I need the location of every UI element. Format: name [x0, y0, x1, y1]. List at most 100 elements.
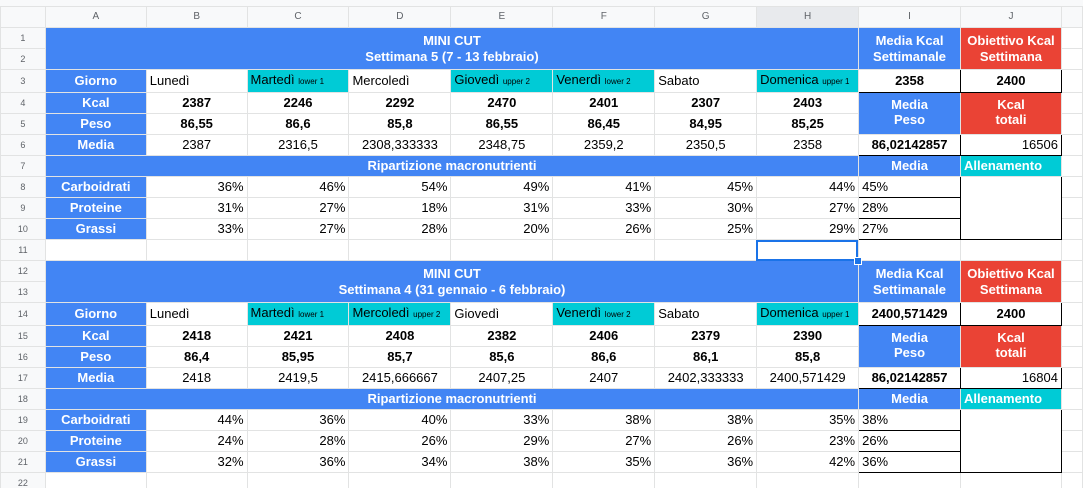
macro-percent[interactable]: 31% — [145, 197, 248, 219]
day-cell[interactable]: Giovedì upper 2 — [450, 69, 554, 93]
media-kcal-value[interactable]: 2358 — [858, 69, 961, 93]
cell[interactable] — [1060, 325, 1083, 347]
active-cell-selection[interactable] — [756, 240, 858, 261]
kcal-value[interactable]: 2406 — [552, 325, 656, 347]
day-cell[interactable]: Martedì lower 1 — [246, 69, 350, 93]
cell[interactable] — [1060, 451, 1083, 473]
macro-media-value[interactable]: 28% — [858, 197, 961, 219]
day-cell[interactable]: Lunedì — [145, 302, 248, 326]
macro-media-header[interactable]: Media — [858, 388, 961, 410]
label-grassi[interactable]: Grassi — [44, 218, 147, 240]
day-cell[interactable]: Sabato — [654, 302, 758, 326]
label-proteine[interactable]: Proteine — [44, 197, 147, 219]
allenamento-header[interactable]: Allenamento — [960, 155, 1062, 177]
allenamento-cell[interactable] — [960, 176, 1062, 240]
media-value[interactable]: 2402,333333 — [654, 367, 758, 389]
allenamento-cell[interactable] — [960, 409, 1062, 473]
peso-value[interactable]: 86,6 — [552, 346, 656, 368]
peso-value[interactable]: 85,95 — [246, 346, 350, 368]
macro-percent[interactable]: 27% — [552, 430, 656, 452]
macro-media-value[interactable]: 26% — [858, 430, 961, 452]
macro-percent[interactable]: 23% — [756, 430, 860, 452]
kcal-totali-value[interactable]: 16506 — [960, 134, 1062, 156]
obiettivo-header[interactable]: Obiettivo Kcal Settimana — [960, 260, 1062, 303]
media-value[interactable]: 2308,333333 — [348, 134, 452, 156]
macro-percent[interactable]: 42% — [756, 451, 860, 473]
obiettivo-value[interactable]: 2400 — [960, 69, 1062, 93]
row-header[interactable]: 2 — [0, 48, 46, 70]
day-cell[interactable]: Martedì lower 1 — [246, 302, 350, 326]
kcal-value[interactable]: 2403 — [756, 92, 860, 114]
kcal-value[interactable]: 2246 — [246, 92, 350, 114]
peso-value[interactable]: 85,8 — [348, 113, 452, 135]
macro-percent[interactable]: 40% — [348, 409, 452, 431]
label-giorno[interactable]: Giorno — [44, 302, 147, 326]
kcal-value[interactable]: 2421 — [246, 325, 350, 347]
macro-percent[interactable]: 54% — [348, 176, 452, 198]
label-media[interactable]: Media — [44, 367, 147, 389]
cell[interactable] — [1060, 239, 1083, 261]
kcal-totali-header[interactable]: Kcal totali — [960, 325, 1062, 368]
peso-value[interactable]: 84,95 — [654, 113, 758, 135]
cell[interactable] — [1060, 134, 1083, 156]
macro-percent[interactable]: 28% — [348, 218, 452, 240]
row-header[interactable]: 4 — [0, 92, 46, 114]
macro-percent[interactable]: 36% — [145, 176, 248, 198]
peso-value[interactable]: 86,45 — [552, 113, 656, 135]
day-cell[interactable]: Mercoledì — [348, 69, 452, 93]
macro-media-value[interactable]: 36% — [858, 451, 961, 473]
cell[interactable] — [145, 472, 248, 488]
obiettivo-value[interactable]: 2400 — [960, 302, 1062, 326]
macro-percent[interactable]: 33% — [552, 197, 656, 219]
media-peso-value[interactable]: 86,02142857 — [858, 134, 961, 156]
cell[interactable] — [1060, 27, 1083, 49]
macro-percent[interactable]: 34% — [348, 451, 452, 473]
kcal-totali-value[interactable]: 16804 — [960, 367, 1062, 389]
week-title[interactable]: MINI CUT Settimana 5 (7 - 13 febbraio) — [44, 27, 860, 70]
column-header-g[interactable]: G — [654, 6, 758, 28]
label-media[interactable]: Media — [44, 134, 147, 156]
peso-value[interactable]: 86,55 — [145, 113, 248, 135]
macro-percent[interactable]: 33% — [450, 409, 554, 431]
media-value[interactable]: 2419,5 — [246, 367, 350, 389]
label-grassi[interactable]: Grassi — [44, 451, 147, 473]
cell[interactable] — [1060, 176, 1083, 198]
media-kcal-value[interactable]: 2400,571429 — [858, 302, 961, 326]
row-header[interactable]: 13 — [0, 281, 46, 303]
macro-percent[interactable]: 20% — [450, 218, 554, 240]
cell[interactable] — [552, 239, 656, 261]
select-all-corner[interactable] — [0, 6, 46, 28]
media-value[interactable]: 2418 — [145, 367, 248, 389]
row-header[interactable]: 14 — [0, 302, 46, 326]
cell[interactable] — [450, 239, 554, 261]
macro-percent[interactable]: 38% — [552, 409, 656, 431]
label-carboidrati[interactable]: Carboidrati — [44, 176, 147, 198]
cell[interactable] — [246, 472, 350, 488]
row-header[interactable]: 16 — [0, 346, 46, 368]
macro-percent[interactable]: 44% — [145, 409, 248, 431]
cell[interactable] — [348, 472, 452, 488]
macro-percent[interactable]: 33% — [145, 218, 248, 240]
kcal-value[interactable]: 2382 — [450, 325, 554, 347]
label-carboidrati[interactable]: Carboidrati — [44, 409, 147, 431]
row-header[interactable]: 21 — [0, 451, 46, 473]
sheet-grid[interactable]: A B C D E F G H I J 1 MINI CUT Settimana 5 (7 - 13 f… — [0, 6, 1083, 488]
cell[interactable] — [756, 472, 860, 488]
row-header[interactable]: 7 — [0, 155, 46, 177]
column-header-a[interactable]: A — [44, 6, 147, 28]
macro-percent[interactable]: 49% — [450, 176, 554, 198]
cell[interactable] — [1060, 409, 1083, 431]
day-cell[interactable]: Venerdì lower 2 — [552, 302, 656, 326]
cell[interactable] — [44, 472, 147, 488]
label-giorno[interactable]: Giorno — [44, 69, 147, 93]
media-value[interactable]: 2348,75 — [450, 134, 554, 156]
macro-percent[interactable]: 36% — [246, 451, 350, 473]
column-header-i[interactable]: I — [858, 6, 961, 28]
kcal-value[interactable]: 2379 — [654, 325, 758, 347]
macro-percent[interactable]: 25% — [654, 218, 758, 240]
media-value[interactable]: 2407 — [552, 367, 656, 389]
macro-media-value[interactable]: 45% — [858, 176, 961, 198]
cell[interactable] — [246, 239, 350, 261]
macro-percent[interactable]: 30% — [654, 197, 758, 219]
macro-percent[interactable]: 46% — [246, 176, 350, 198]
